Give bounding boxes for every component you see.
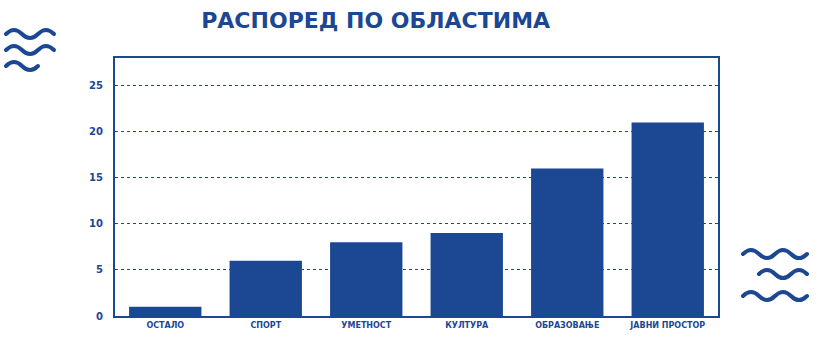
- svg-text:20: 20: [89, 126, 103, 137]
- svg-text:РАСПОРЕД ПО ОБЛАСТИМА: РАСПОРЕД ПО ОБЛАСТИМА: [201, 8, 550, 33]
- svg-text:ЈАВНИ ПРОСТОР: ЈАВНИ ПРОСТОР: [629, 321, 705, 330]
- svg-text:25: 25: [89, 80, 103, 91]
- svg-text:10: 10: [89, 218, 103, 229]
- svg-text:15: 15: [89, 172, 103, 183]
- svg-text:УМЕТНОСТ: УМЕТНОСТ: [341, 321, 391, 330]
- svg-text:ОСТАЛО: ОСТАЛО: [146, 321, 184, 330]
- svg-text:5: 5: [96, 264, 103, 275]
- svg-text:СПОРТ: СПОРТ: [250, 321, 281, 330]
- svg-text:0: 0: [96, 311, 103, 322]
- svg-text:ОБРАЗОВАЊЕ: ОБРАЗОВАЊЕ: [535, 321, 599, 330]
- svg-text:КУЛТУРА: КУЛТУРА: [445, 321, 489, 330]
